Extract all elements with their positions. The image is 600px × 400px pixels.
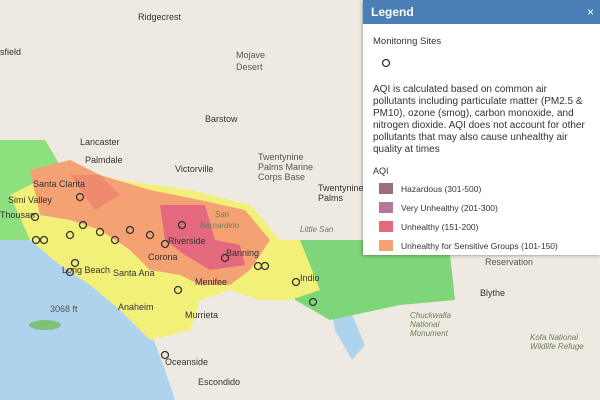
place-label: Banning: [226, 248, 259, 258]
place-label: Palmdale: [85, 155, 123, 165]
site: [291, 277, 301, 287]
place-label: Blythe: [480, 288, 505, 298]
legend-label: Hazardous (301-500): [401, 183, 482, 194]
legend-swatch: [379, 240, 393, 251]
aqi-usg: [70, 175, 120, 210]
place-label: Anaheim: [118, 302, 154, 312]
legend-item: Very Unhealthy (201-300): [373, 198, 590, 217]
place-label: Menifee: [195, 277, 227, 287]
place-label: National: [410, 320, 440, 329]
place-label: sfield: [0, 47, 21, 57]
ocean: [0, 205, 175, 400]
legend-item: Unhealthy (151-200): [373, 217, 590, 236]
legend-title: Legend: [371, 5, 414, 19]
place-label: Thousan: [0, 210, 35, 220]
site: [31, 235, 41, 245]
site: [177, 220, 187, 230]
site: [160, 239, 170, 249]
place-label: Simi Valley: [8, 195, 52, 205]
legend-swatch: [379, 183, 393, 194]
place-label: Twentynine: [258, 152, 304, 162]
place-label: Corps Base: [258, 172, 305, 182]
place-label: Chuckwalla: [410, 311, 451, 320]
legend-items: Hazardous (301-500) Very Unhealthy (201-3…: [373, 179, 590, 255]
place-label: Little San: [300, 225, 334, 234]
place-label: Santa Ana: [113, 268, 155, 278]
place-label: Palms Marine: [258, 162, 313, 172]
place-label: Indio: [300, 273, 320, 283]
place-label: Kofa National: [530, 333, 578, 342]
legend-item: Hazardous (301-500): [373, 179, 590, 198]
site: [160, 350, 170, 360]
site: [173, 285, 183, 295]
site: [65, 230, 75, 240]
place-label: Twentynine: [318, 183, 364, 193]
site: [125, 225, 135, 235]
site: [65, 267, 75, 277]
site: [78, 220, 88, 230]
aqi-label: AQI: [373, 166, 389, 176]
site: [95, 227, 105, 237]
place-label: Oceanside: [165, 357, 208, 367]
site: [75, 192, 85, 202]
place-label: Barstow: [205, 114, 238, 124]
site: [30, 212, 40, 222]
place-label: Victorville: [175, 164, 213, 174]
place-label: 3068 ft: [50, 304, 78, 314]
sites-label: Monitoring Sites: [373, 36, 442, 47]
legend-header: Legend ×: [363, 0, 600, 24]
site-icon: [381, 58, 391, 68]
place-label: Reservation: [485, 257, 533, 267]
place-label: Wildlife Refuge: [530, 342, 584, 351]
close-button[interactable]: ×: [586, 5, 594, 19]
aqi-good: [290, 240, 455, 320]
legend-body: Monitoring Sites AQI is calculated based…: [363, 24, 600, 255]
site-symbol: [381, 58, 391, 68]
place-label: Long Beach: [62, 265, 110, 275]
site: [39, 235, 49, 245]
legend-item: Unhealthy for Sensitive Groups (101-150): [373, 236, 590, 255]
site: [70, 258, 80, 268]
legend-label: Unhealthy for Sensitive Groups (101-150): [401, 240, 558, 251]
site: [260, 261, 270, 271]
legend-swatch: [379, 221, 393, 232]
site: [220, 253, 230, 263]
place-label: Bernardino: [200, 221, 240, 230]
place-label: Riverside: [168, 236, 206, 246]
place-label: Desert: [236, 62, 263, 72]
legend-panel: Legend × Monitoring Sites AQI is calculat…: [363, 0, 600, 255]
place-label: Lancaster: [80, 137, 120, 147]
site: [145, 230, 155, 240]
legend-label: Very Unhealthy (201-300): [401, 202, 498, 213]
legend-swatch: [379, 202, 393, 213]
place-label: Palms: [318, 193, 344, 203]
place-label: Ridgecrest: [138, 12, 182, 22]
legend-label: Unhealthy (151-200): [401, 221, 479, 232]
place-label: Escondido: [198, 377, 240, 387]
site: [308, 297, 318, 307]
place-label: Monument: [410, 329, 449, 338]
place-label: Santa Clarita: [33, 179, 85, 189]
site: [110, 235, 120, 245]
place-label: Murrieta: [185, 310, 218, 320]
place-label: San: [215, 210, 230, 219]
place-label: Corona: [148, 252, 178, 262]
island: [29, 320, 61, 330]
place-label: Mojave: [236, 50, 265, 60]
description: AQI is calculated based on common air po…: [373, 84, 585, 155]
monitoring-sites: [30, 192, 318, 360]
